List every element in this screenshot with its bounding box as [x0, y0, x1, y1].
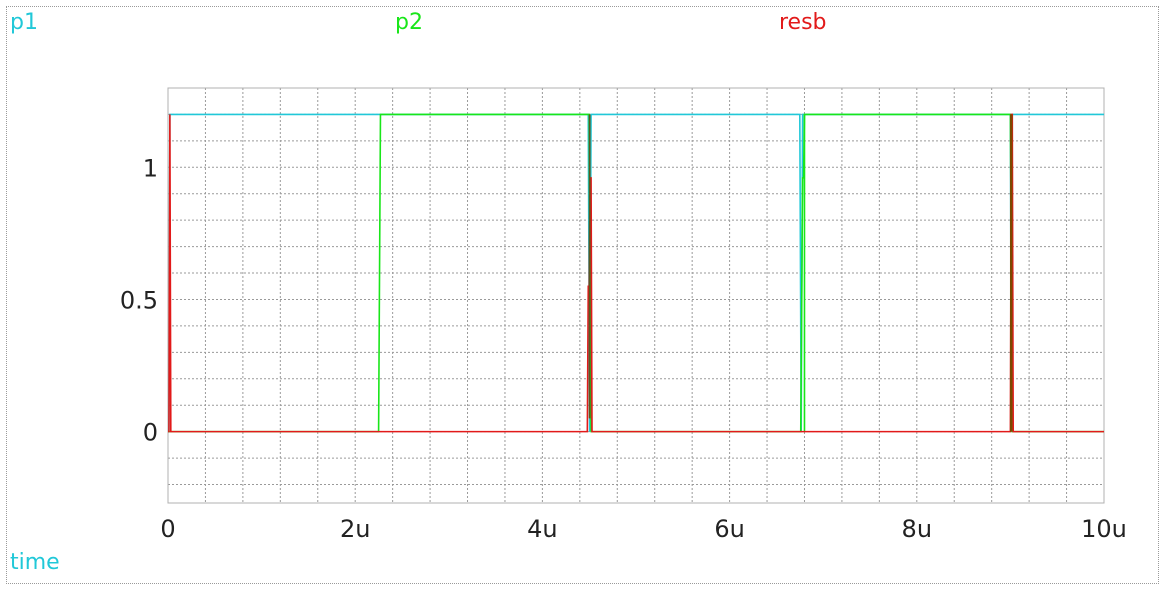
signal-label-p2[interactable]: p2: [395, 10, 423, 35]
y-tick-label: 0: [143, 419, 158, 447]
traces: [168, 113, 1104, 433]
y-tick-label: 1: [143, 154, 158, 182]
tick-labels: 0 2u 4u 6u 8u 10u 0 0.5 1: [120, 154, 1127, 543]
plot-area: [167, 87, 1105, 504]
y-tick-label: 0.5: [120, 286, 158, 314]
x-tick-label: 4u: [527, 515, 557, 543]
plot-frame: [6, 6, 1159, 584]
x-tick-label: 2u: [340, 515, 370, 543]
x-tick-label: 0: [160, 515, 175, 543]
x-tick-label: 10u: [1081, 515, 1127, 543]
time-axis-label: time: [10, 550, 60, 575]
signal-label-resb[interactable]: resb: [779, 10, 827, 35]
x-tick-label: 8u: [902, 515, 932, 543]
grid: [168, 88, 1104, 503]
signal-label-p1[interactable]: p1: [10, 10, 38, 35]
x-tick-label: 6u: [714, 515, 744, 543]
